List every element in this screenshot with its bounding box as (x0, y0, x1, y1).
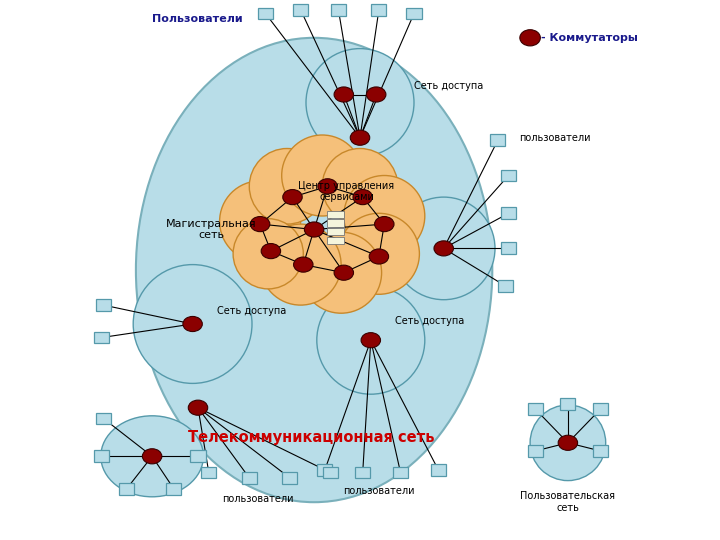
Ellipse shape (353, 190, 372, 205)
Ellipse shape (520, 30, 540, 46)
Text: Центр управления
сервисами: Центр управления сервисами (298, 181, 395, 202)
Circle shape (338, 213, 419, 294)
FancyBboxPatch shape (327, 228, 344, 235)
FancyBboxPatch shape (323, 467, 338, 478)
FancyBboxPatch shape (331, 4, 346, 16)
Text: Сеть доступа: Сеть доступа (414, 82, 483, 91)
FancyBboxPatch shape (318, 464, 333, 476)
FancyBboxPatch shape (96, 299, 111, 311)
Ellipse shape (558, 435, 577, 450)
Ellipse shape (143, 449, 162, 464)
FancyBboxPatch shape (293, 4, 308, 16)
Text: Телекоммуникационная сеть: Телекоммуникационная сеть (188, 430, 435, 445)
Circle shape (323, 148, 397, 224)
Circle shape (220, 181, 301, 262)
FancyBboxPatch shape (327, 211, 344, 218)
FancyBboxPatch shape (166, 483, 181, 495)
Ellipse shape (294, 257, 313, 272)
Ellipse shape (366, 87, 386, 102)
FancyBboxPatch shape (202, 467, 216, 478)
FancyBboxPatch shape (560, 398, 575, 410)
Ellipse shape (361, 333, 380, 348)
Ellipse shape (369, 249, 389, 264)
FancyBboxPatch shape (431, 464, 446, 476)
Circle shape (282, 135, 363, 216)
FancyBboxPatch shape (593, 403, 608, 415)
FancyBboxPatch shape (120, 483, 134, 495)
Text: Пользователи: Пользователи (152, 14, 243, 24)
FancyBboxPatch shape (593, 445, 608, 457)
FancyBboxPatch shape (94, 332, 109, 343)
Text: пользователи: пользователи (343, 487, 415, 496)
Ellipse shape (434, 241, 454, 256)
FancyBboxPatch shape (490, 134, 505, 146)
Circle shape (317, 286, 425, 394)
FancyBboxPatch shape (393, 467, 408, 478)
Text: Сеть доступа: Сеть доступа (217, 306, 286, 315)
FancyBboxPatch shape (372, 4, 387, 16)
Ellipse shape (350, 130, 370, 145)
Text: пользователи: пользователи (222, 495, 293, 504)
FancyBboxPatch shape (501, 242, 516, 254)
Ellipse shape (251, 217, 270, 232)
FancyBboxPatch shape (258, 8, 273, 19)
Text: Магистральная
сеть: Магистральная сеть (166, 219, 257, 240)
Text: Сеть доступа: Сеть доступа (395, 316, 464, 326)
Circle shape (260, 224, 341, 305)
FancyBboxPatch shape (498, 280, 513, 292)
FancyBboxPatch shape (501, 170, 516, 181)
FancyBboxPatch shape (406, 8, 422, 19)
Ellipse shape (136, 38, 492, 502)
Circle shape (249, 148, 325, 224)
Circle shape (344, 176, 425, 256)
FancyBboxPatch shape (327, 237, 344, 244)
Circle shape (392, 197, 495, 300)
FancyBboxPatch shape (327, 219, 344, 227)
FancyBboxPatch shape (355, 467, 370, 478)
FancyBboxPatch shape (96, 413, 111, 424)
Ellipse shape (101, 416, 203, 497)
Circle shape (233, 219, 303, 289)
Ellipse shape (374, 217, 394, 232)
Ellipse shape (283, 190, 302, 205)
Ellipse shape (305, 222, 324, 237)
Circle shape (133, 265, 252, 383)
Ellipse shape (261, 244, 281, 259)
Text: - Коммутаторы: - Коммутаторы (541, 33, 638, 43)
Circle shape (306, 49, 414, 157)
FancyBboxPatch shape (242, 472, 257, 484)
FancyBboxPatch shape (282, 472, 297, 484)
Circle shape (530, 405, 606, 481)
Text: пользователи: пользователи (519, 133, 591, 143)
FancyBboxPatch shape (528, 403, 543, 415)
Ellipse shape (318, 179, 338, 194)
FancyBboxPatch shape (501, 207, 516, 219)
FancyBboxPatch shape (190, 450, 206, 462)
Text: Пользовательская
сеть: Пользовательская сеть (521, 491, 616, 513)
Ellipse shape (334, 87, 354, 102)
FancyBboxPatch shape (528, 445, 543, 457)
Ellipse shape (188, 400, 208, 415)
Ellipse shape (334, 265, 354, 280)
Ellipse shape (183, 316, 202, 332)
Circle shape (301, 232, 382, 313)
FancyBboxPatch shape (94, 450, 109, 462)
